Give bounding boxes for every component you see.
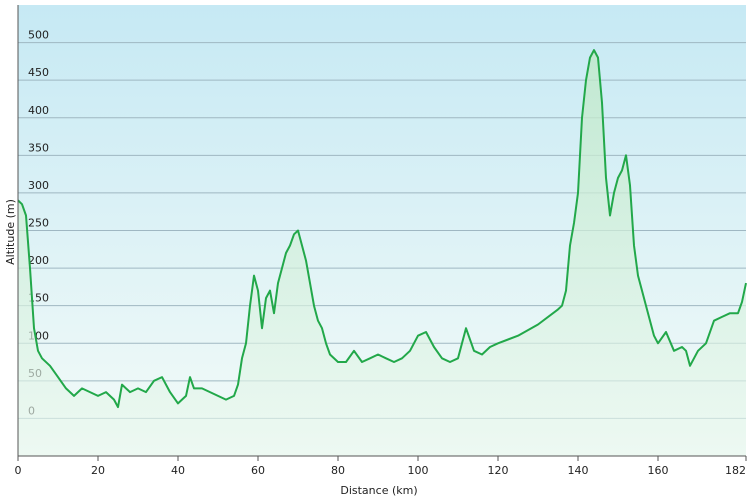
x-tick-label: 140 [568,464,589,477]
x-tick-label: 182 [725,464,746,477]
line [17,49,747,409]
y-tick-label: 500 [28,29,49,42]
x-tick-label: 160 [648,464,669,477]
x-axis-title: Distance (km) [340,484,417,497]
x-tick-label: 100 [408,464,429,477]
y-tick-label: 200 [28,254,49,267]
y-tick-label: 450 [28,66,49,79]
area-fill [18,50,746,456]
x-tick-label: 80 [331,464,345,477]
x-tick-label: 0 [15,464,22,477]
x-tick-label: 20 [91,464,105,477]
y-tick-label: 400 [28,104,49,117]
x-tick-label: 40 [171,464,185,477]
y-tick-label: 250 [28,217,49,230]
x-tick-label: 60 [251,464,265,477]
y-tick-label: 150 [28,292,49,305]
y-tick-label: 300 [28,179,49,192]
y-tick-label: 350 [28,141,49,154]
x-tick-label: 120 [488,464,509,477]
y-axis-title: Altitude (m) [4,199,17,265]
